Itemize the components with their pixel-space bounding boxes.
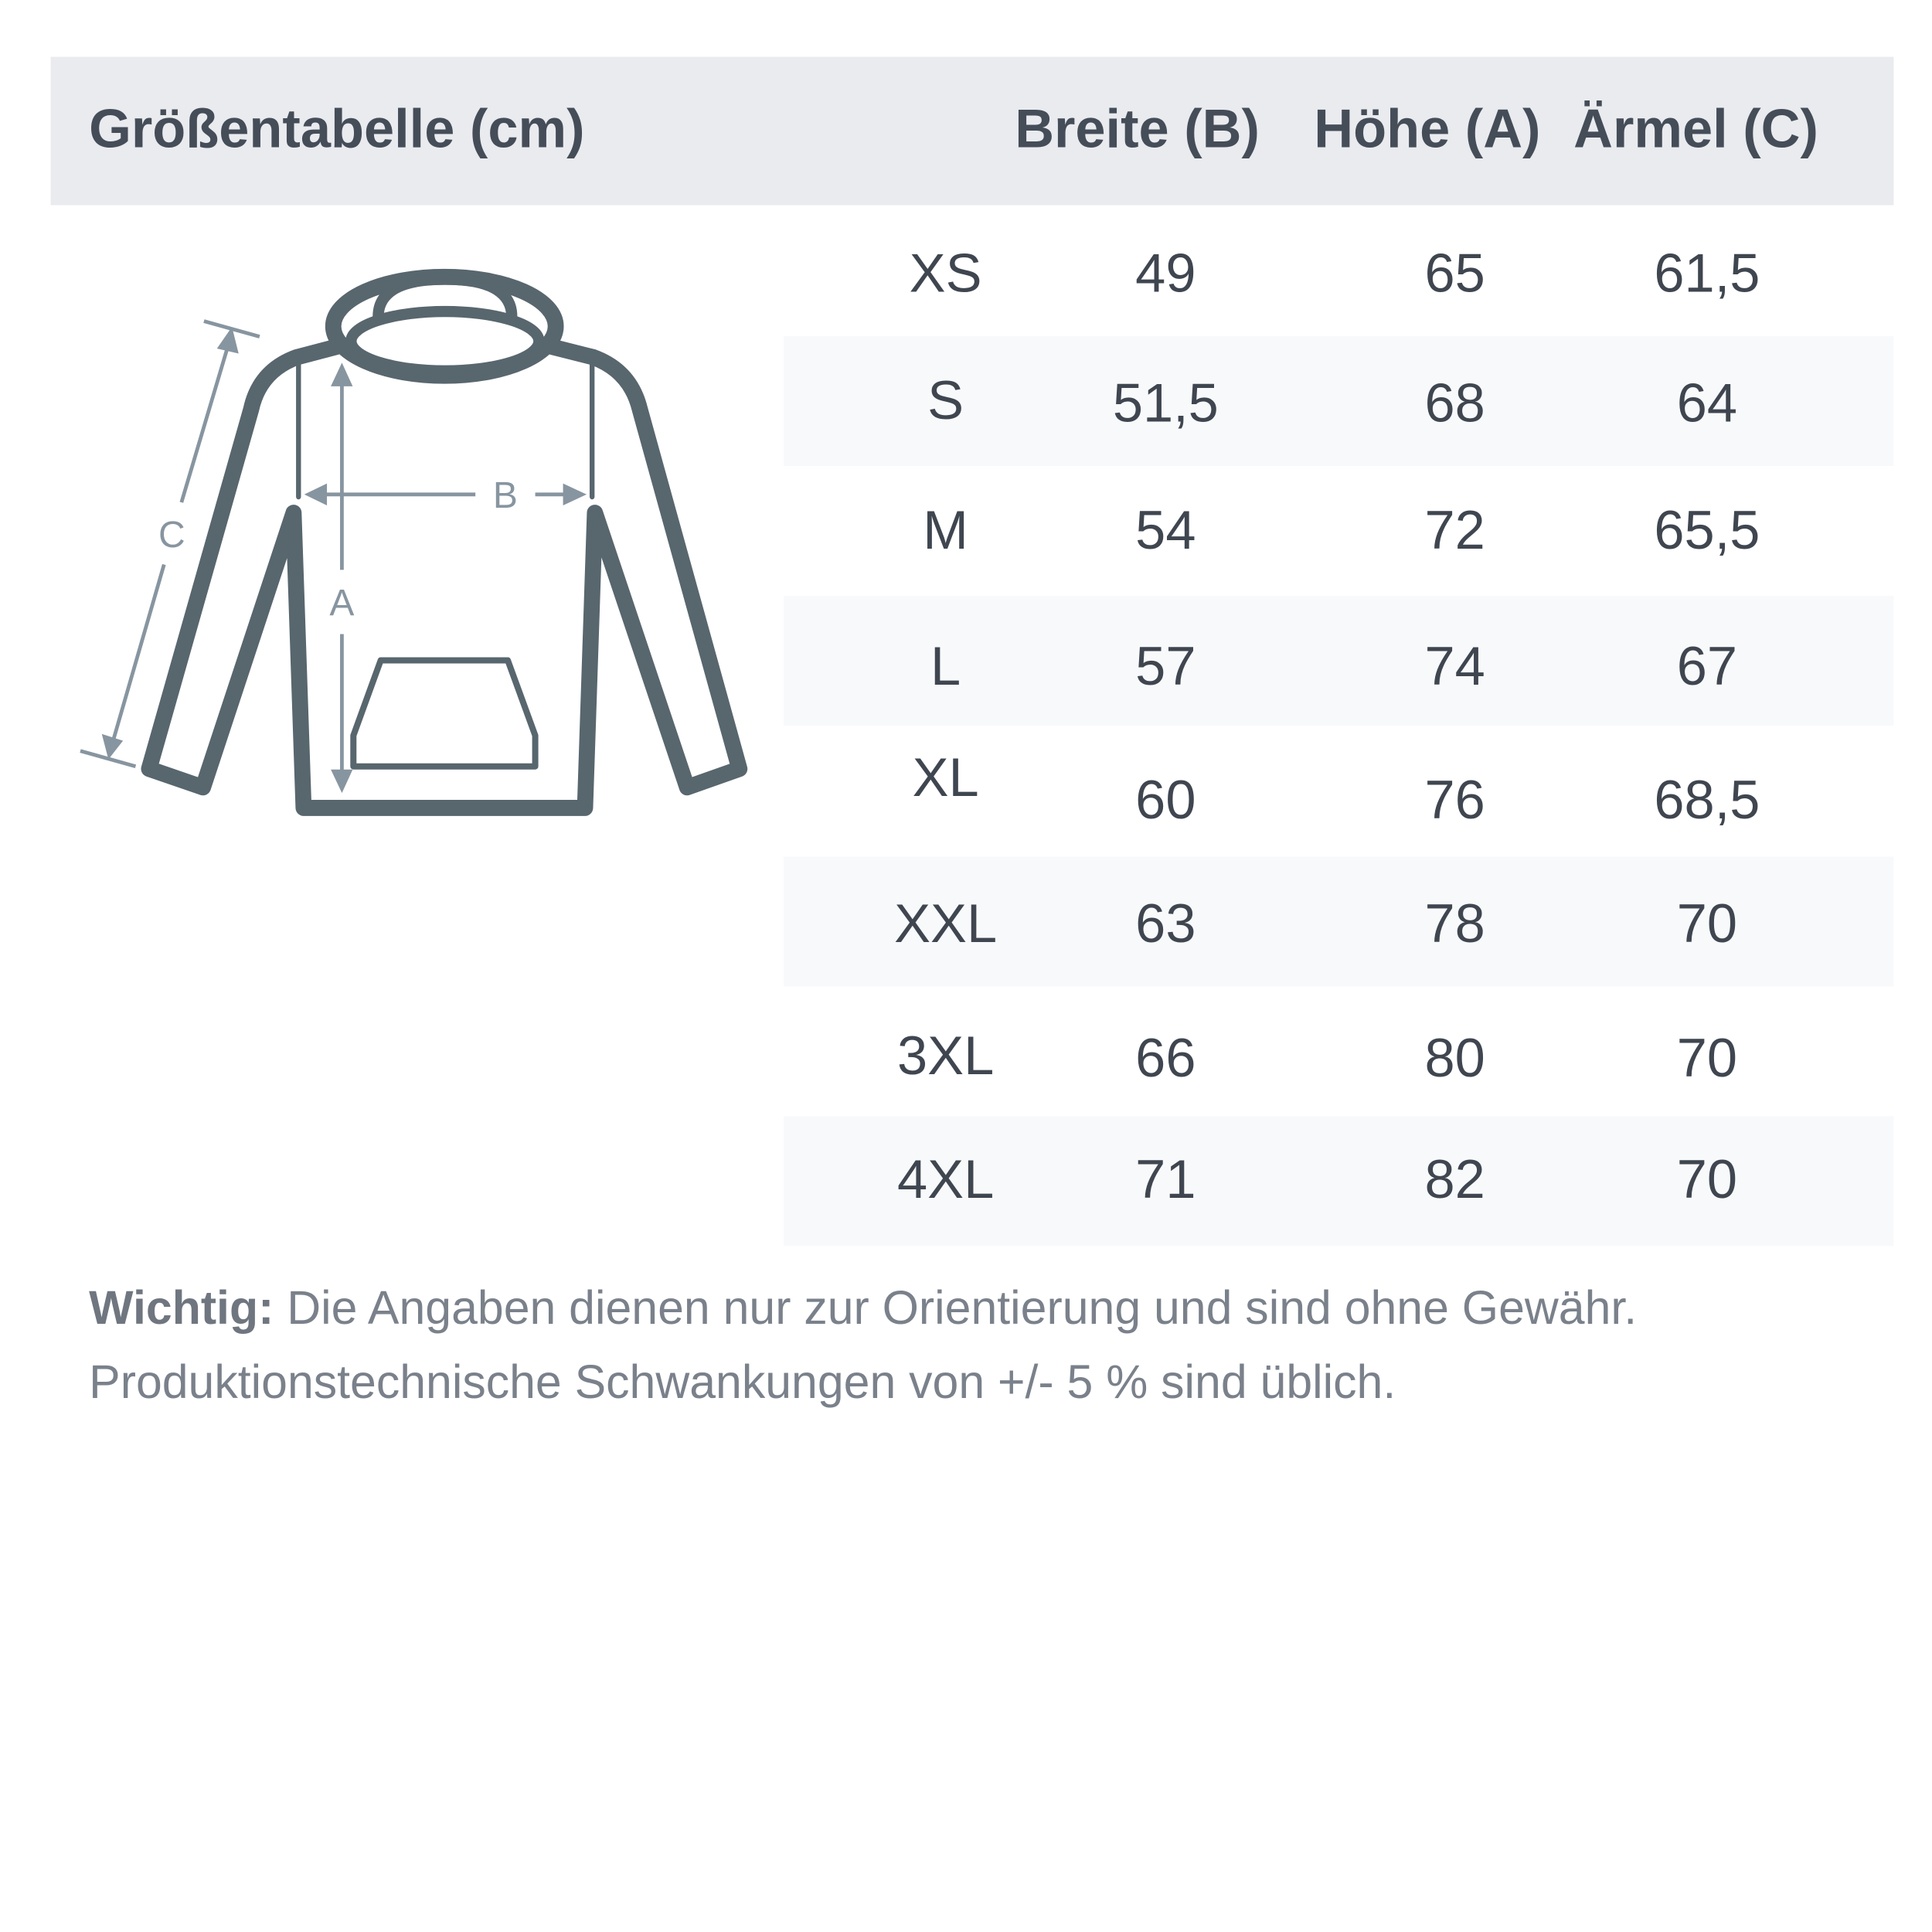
arrow-c-top-icon — [216, 326, 239, 354]
cell-hoehe: 80 — [1424, 1028, 1485, 1090]
row-band — [784, 856, 1894, 987]
cell-aermel: 68,5 — [1654, 770, 1760, 831]
hood-opening — [372, 274, 518, 322]
cell-breite: 60 — [1135, 770, 1196, 831]
cell-aermel: 65,5 — [1654, 500, 1760, 562]
row-band — [784, 1116, 1894, 1247]
cell-hoehe: 82 — [1424, 1149, 1485, 1210]
cell-hoehe: 68 — [1424, 373, 1485, 434]
arrow-b-right-icon — [563, 483, 587, 505]
cell-breite: 66 — [1135, 1028, 1196, 1090]
pocket — [350, 657, 539, 770]
cell-breite: 51,5 — [1112, 373, 1219, 434]
column-header-breite: Breite (B) — [1015, 98, 1260, 160]
cell-aermel: 67 — [1676, 636, 1738, 698]
cell-size: 3XL — [896, 1026, 995, 1087]
arrow-a-top-icon — [331, 362, 353, 386]
cell-aermel: 61,5 — [1654, 243, 1760, 304]
label-c: C — [158, 515, 185, 556]
arrow-c-bottom-icon — [101, 733, 124, 760]
cell-size: M — [923, 500, 968, 562]
header-band — [50, 56, 1894, 206]
note-label: Wichtig: — [89, 1283, 274, 1335]
cell-breite: 49 — [1135, 243, 1196, 304]
page-title: Größentabelle (cm) — [89, 98, 585, 160]
cell-hoehe: 72 — [1424, 500, 1485, 562]
cell-breite: 54 — [1135, 500, 1196, 562]
cell-breite: 57 — [1135, 636, 1196, 698]
cell-aermel: 70 — [1676, 893, 1738, 954]
arrow-b-left-icon — [304, 483, 328, 506]
label-a: A — [329, 583, 354, 624]
note-text-1: Die Angaben dienen nur zur Orientierung … — [274, 1283, 1638, 1335]
note-line-1: Wichtig: Die Angaben dienen nur zur Orie… — [89, 1283, 1637, 1336]
row-band — [784, 336, 1894, 467]
cell-aermel: 64 — [1676, 373, 1738, 434]
cell-hoehe: 74 — [1424, 636, 1485, 698]
cell-hoehe: 76 — [1424, 770, 1485, 831]
label-b: B — [493, 475, 518, 516]
cell-breite: 71 — [1135, 1149, 1196, 1210]
cell-breite: 63 — [1135, 893, 1196, 954]
cell-hoehe: 65 — [1424, 243, 1485, 304]
cell-hoehe: 78 — [1424, 893, 1485, 954]
cell-size: XXL — [894, 893, 998, 954]
note-text-2: Produktionstechnische Schwankungen von +… — [89, 1357, 1396, 1410]
hood-collar — [345, 305, 545, 377]
row-band — [784, 595, 1894, 726]
cell-size: S — [927, 370, 964, 432]
cell-aermel: 70 — [1676, 1149, 1738, 1210]
hoodie-diagram: A B C — [80, 268, 748, 816]
cell-aermel: 70 — [1676, 1028, 1738, 1090]
cell-size: XS — [909, 243, 982, 304]
cell-size: L — [930, 636, 961, 698]
hoodie-outline — [141, 338, 748, 816]
cell-size: 4XL — [896, 1149, 995, 1210]
column-header-aermel: Ärmel (C) — [1573, 98, 1818, 160]
column-header-hoehe: Höhe (A) — [1314, 98, 1541, 160]
arrow-a-bottom-icon — [331, 769, 353, 794]
cell-size: XL — [912, 747, 979, 809]
